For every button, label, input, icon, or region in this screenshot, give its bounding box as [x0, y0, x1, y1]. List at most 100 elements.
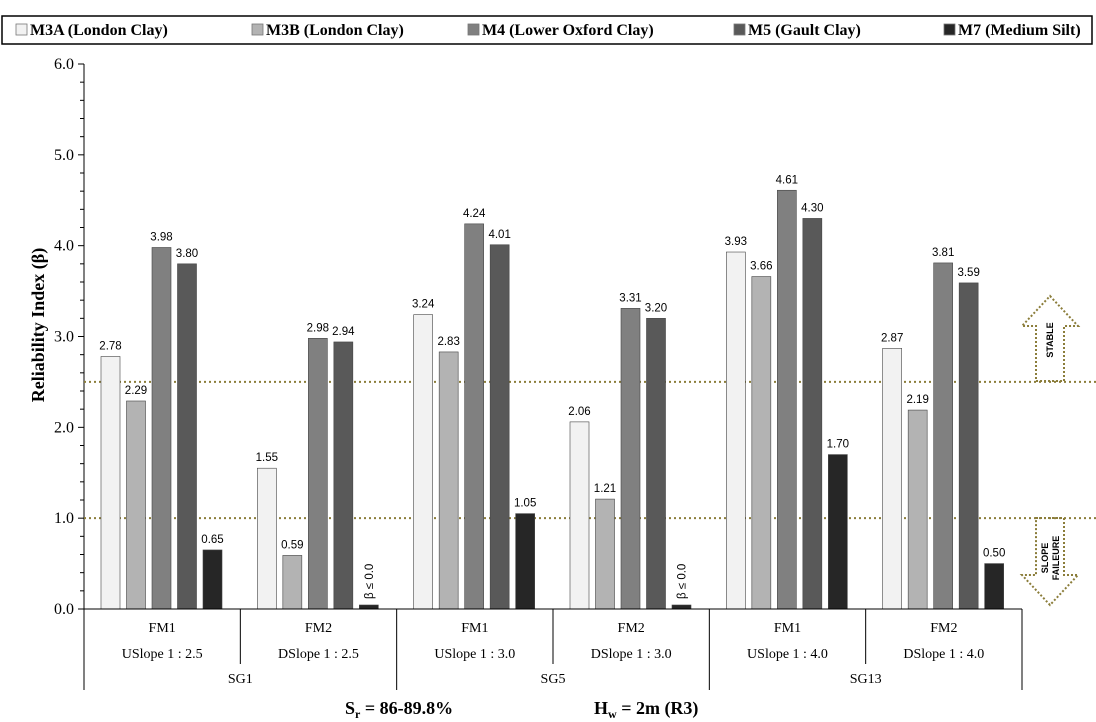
- data-label: 2.29: [125, 385, 147, 397]
- legend-entry: M3A (London Clay): [30, 22, 168, 39]
- legend-entry: M7 (Medium Silt): [958, 22, 1081, 39]
- failure-label-1: SLOPE: [1040, 543, 1050, 574]
- y-tick-label: 2.0: [54, 419, 74, 436]
- category-slope-label: USlope 1 : 2.5: [122, 647, 203, 662]
- bar: [257, 467, 277, 610]
- data-label: 3.80: [176, 248, 198, 260]
- data-label: 0.50: [983, 548, 1005, 560]
- stable-label: STABLE: [1045, 322, 1055, 357]
- failure-arrow: SLOPE FAILEURE: [1019, 517, 1081, 607]
- data-label: 3.66: [750, 261, 772, 273]
- y-tick-label: 4.0: [54, 238, 74, 255]
- data-label: 3.81: [932, 247, 954, 259]
- data-label: 1.05: [514, 498, 536, 510]
- category-fm-label: FM2: [930, 621, 957, 636]
- bar: [515, 513, 535, 610]
- bar: [202, 549, 223, 610]
- bar: [907, 409, 928, 610]
- bar: [464, 223, 484, 610]
- data-label: 3.20: [645, 302, 667, 314]
- bar: [413, 314, 433, 610]
- category-fm-label: FM2: [305, 621, 332, 636]
- data-label: 1.21: [594, 483, 616, 495]
- legend-box: [1, 15, 1093, 45]
- data-label: 0.65: [201, 534, 223, 546]
- data-label: 1.70: [827, 439, 849, 451]
- bar: [828, 454, 848, 610]
- data-label: 3.24: [412, 299, 435, 311]
- legend: M3A (London Clay) M3B (London Clay) M4 (Lo…: [1, 15, 1093, 45]
- category-slope-label: USlope 1 : 3.0: [434, 647, 515, 662]
- group-label: SG1: [228, 672, 253, 687]
- bar: [751, 276, 772, 610]
- data-label: 3.93: [725, 236, 747, 248]
- legend-swatch: [251, 23, 264, 36]
- bar: [177, 263, 197, 610]
- y-tick-label: 5.0: [54, 147, 74, 164]
- legend-entry: M5 (Gault Clay): [748, 22, 861, 39]
- bar: [489, 244, 510, 610]
- legend-swatch: [15, 23, 28, 36]
- data-label: 1.55: [256, 452, 278, 464]
- water-level-note: Hw = 2m (R3): [594, 698, 698, 721]
- data-label: 4.24: [463, 208, 486, 220]
- data-label: 4.30: [801, 202, 823, 214]
- category-fm-label: FM1: [461, 621, 488, 636]
- category-fm-label: FM1: [774, 621, 801, 636]
- legend-swatch: [943, 23, 956, 36]
- legend-swatch: [733, 23, 746, 36]
- stable-arrow: STABLE: [1019, 294, 1081, 382]
- bar: [882, 348, 902, 610]
- bar: [126, 400, 146, 610]
- y-tick-label: 6.0: [54, 56, 74, 73]
- category-slope-label: USlope 1 : 4.0: [747, 647, 828, 662]
- data-label: β ≤ 0.0: [364, 564, 376, 599]
- data-label: 2.87: [881, 332, 903, 344]
- bar: [984, 563, 1004, 610]
- category-fm-label: FM2: [618, 621, 645, 636]
- legend-swatch: [467, 23, 480, 36]
- bar: [100, 356, 121, 610]
- bar: [282, 555, 303, 610]
- bar: [671, 604, 692, 610]
- bar: [308, 338, 328, 610]
- group-label: SG13: [850, 672, 882, 687]
- data-label: 2.94: [332, 326, 355, 338]
- bar: [333, 341, 354, 610]
- data-label: 4.61: [776, 174, 798, 186]
- data-label: 3.98: [150, 231, 172, 243]
- y-tick-label: 1.0: [54, 510, 74, 527]
- bar: [595, 498, 615, 610]
- legend-entry: M3B (London Clay): [266, 22, 404, 39]
- data-label: 2.19: [906, 394, 928, 406]
- bar: [151, 247, 172, 610]
- data-label: β ≤ 0.0: [677, 564, 689, 599]
- category-slope-label: DSlope 1 : 3.0: [591, 647, 672, 662]
- data-label: 2.06: [568, 406, 590, 418]
- y-tick-label: 3.0: [54, 329, 74, 346]
- data-label: 2.83: [437, 336, 459, 348]
- bar: [620, 308, 641, 610]
- bar: [569, 421, 590, 610]
- saturation-note: Sr = 86-89.8%: [345, 698, 453, 721]
- category-slope-label: DSlope 1 : 4.0: [903, 647, 984, 662]
- category-fm-label: FM1: [149, 621, 176, 636]
- bar: [646, 318, 666, 610]
- failure-label-2: FAILEURE: [1051, 536, 1061, 581]
- data-label: 0.59: [281, 539, 303, 551]
- bar: [726, 251, 746, 610]
- bar: [802, 218, 823, 610]
- bar: [359, 604, 379, 610]
- data-label: 4.01: [488, 229, 510, 241]
- y-tick-label: 0.0: [54, 601, 74, 618]
- data-label: 2.78: [99, 340, 121, 352]
- y-axis-label: Reliability Index (β): [28, 248, 49, 403]
- group-label: SG5: [541, 672, 566, 687]
- bar: [958, 282, 979, 610]
- bar: [933, 262, 953, 610]
- data-label: 2.98: [307, 322, 329, 334]
- category-slope-label: DSlope 1 : 2.5: [278, 647, 359, 662]
- data-label: 3.31: [619, 292, 641, 304]
- data-label: 3.59: [957, 267, 979, 279]
